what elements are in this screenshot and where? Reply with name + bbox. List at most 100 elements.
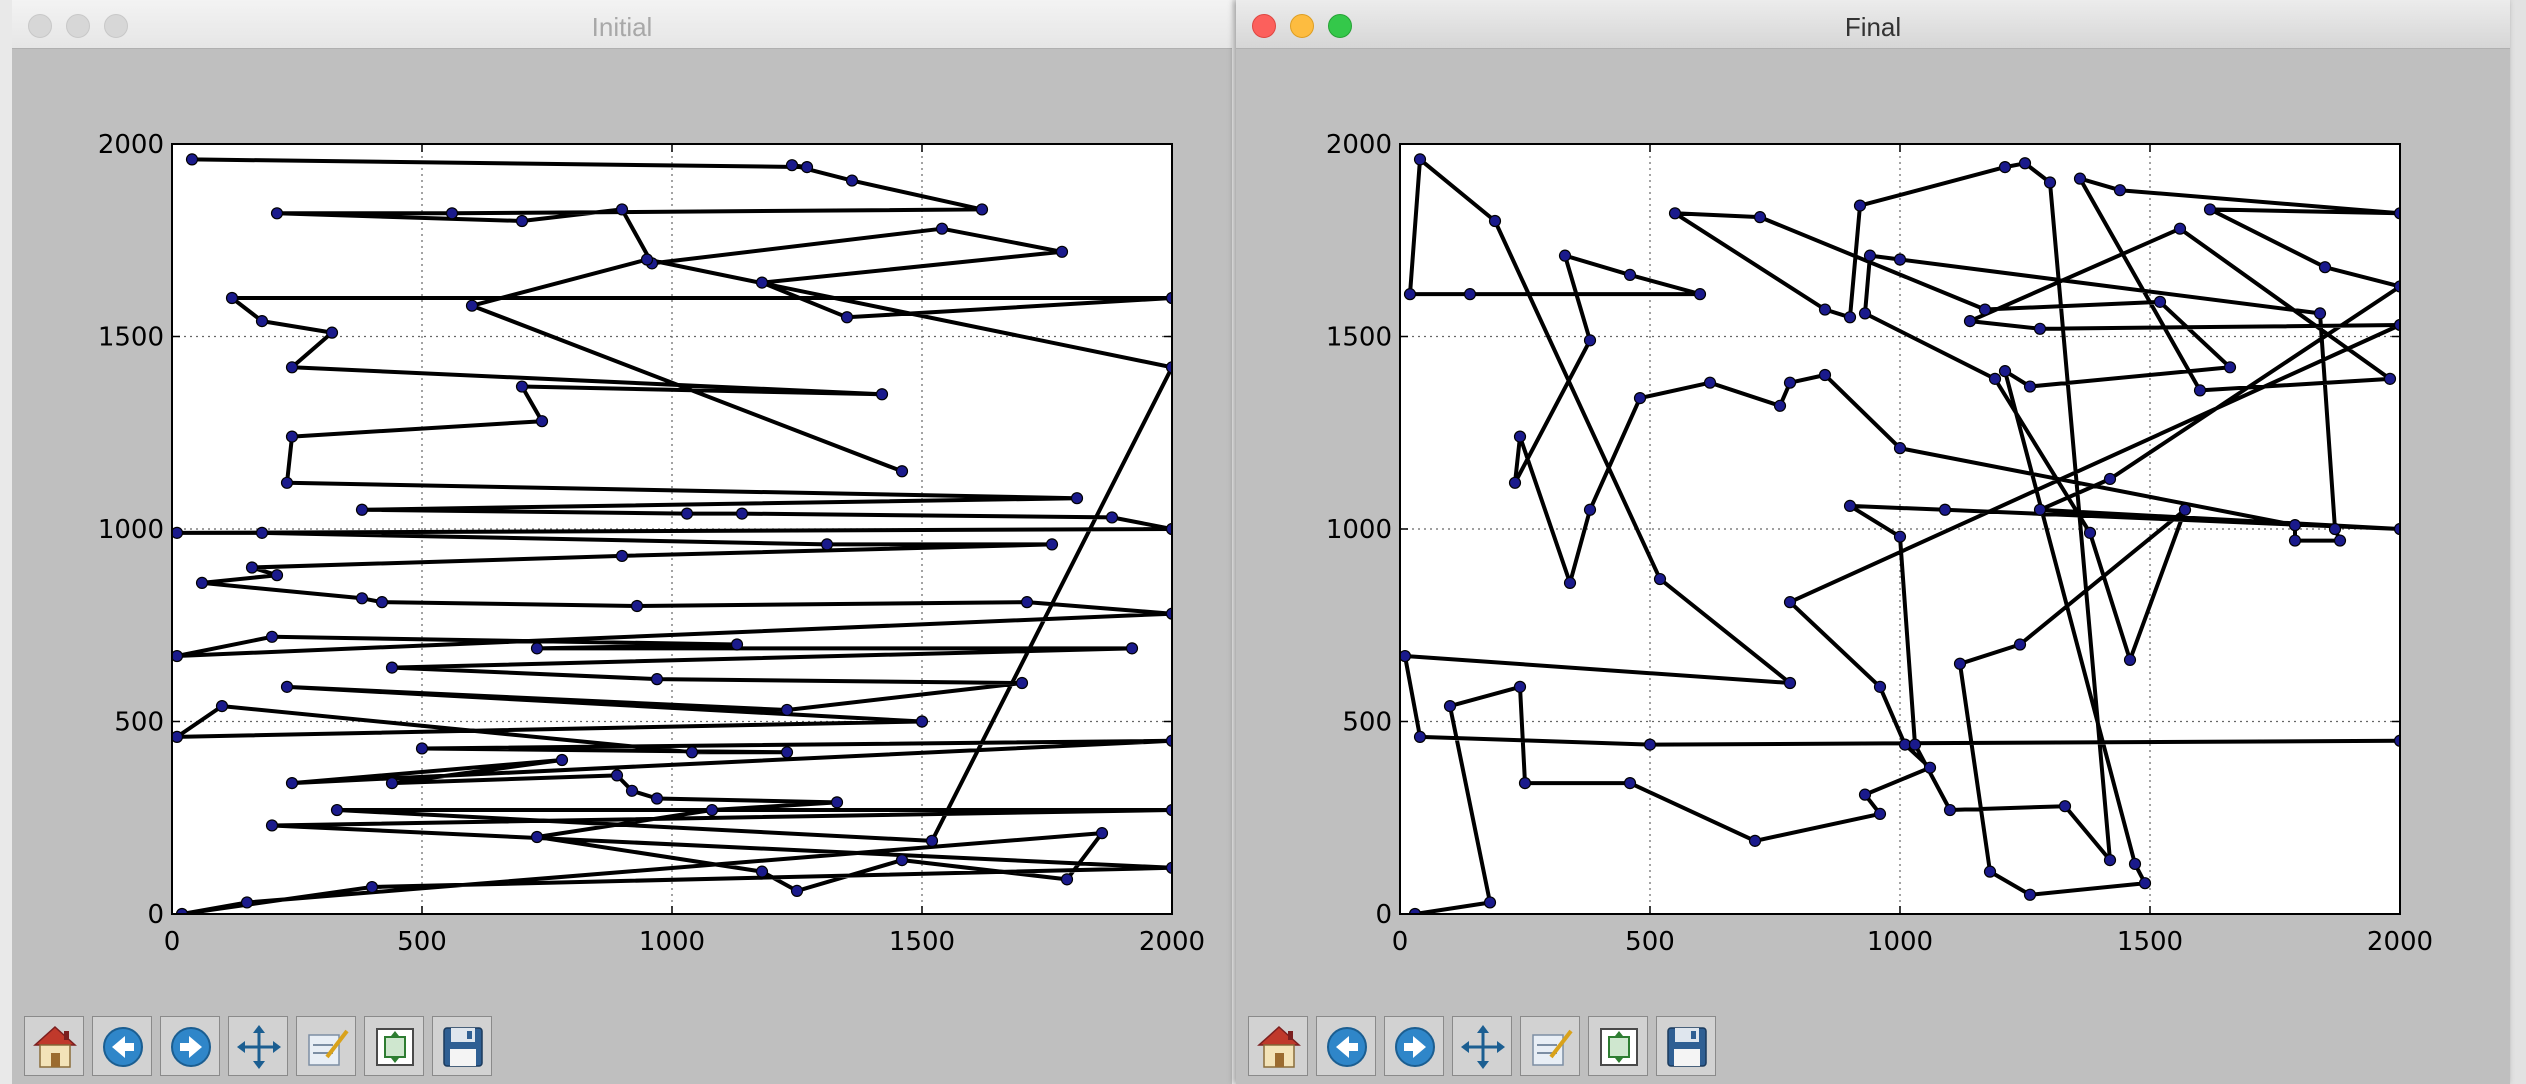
zoom-rect-icon <box>376 1028 414 1066</box>
city-point <box>1783 376 1797 389</box>
close-button[interactable] <box>28 14 52 38</box>
city-point <box>845 174 859 187</box>
city-point <box>2333 534 2347 547</box>
city-point <box>1773 399 1787 412</box>
x-tick-label: 0 <box>1392 927 1409 957</box>
city-point <box>975 203 989 216</box>
city-point <box>255 315 269 328</box>
city-point <box>640 253 654 266</box>
city-point <box>935 222 949 235</box>
x-tick-label: 500 <box>397 927 447 957</box>
navigation-toolbar <box>12 1008 1232 1084</box>
city-point <box>1403 288 1417 301</box>
city-point <box>1858 307 1872 320</box>
save-icon <box>443 1027 483 1067</box>
minimize-button[interactable] <box>66 14 90 38</box>
x-tick-label: 1500 <box>2117 927 2183 957</box>
city-point <box>365 880 379 894</box>
city-point <box>800 160 814 174</box>
city-point <box>1668 207 1682 220</box>
city-point <box>1843 499 1857 512</box>
city-point <box>2083 526 2097 539</box>
city-point <box>1400 649 1412 663</box>
city-point <box>615 203 629 216</box>
city-point <box>1165 291 1172 305</box>
city-point <box>1165 861 1172 874</box>
city-point <box>285 776 299 790</box>
pan-button[interactable] <box>228 1016 288 1076</box>
city-point <box>1923 761 1937 774</box>
city-point <box>1623 268 1637 281</box>
city-point <box>1748 834 1762 847</box>
city-point <box>685 746 699 759</box>
city-point <box>1783 596 1797 609</box>
city-point <box>285 361 299 374</box>
city-point <box>1020 596 1034 609</box>
city-point <box>1983 865 1997 878</box>
city-point <box>2013 638 2027 651</box>
city-point <box>280 476 294 489</box>
city-point <box>270 207 284 220</box>
configure-subplots-button[interactable] <box>296 1016 356 1076</box>
city-point <box>875 388 889 401</box>
city-point <box>1518 776 1532 790</box>
city-point <box>615 549 629 563</box>
final-window[interactable]: Final 0 500 1000 1500 2000 0 500 1000 1500 2000 <box>1236 0 2510 1084</box>
city-point <box>355 592 369 605</box>
configure-subplots-button[interactable] <box>1520 1016 1580 1076</box>
forward-button[interactable] <box>160 1016 220 1076</box>
city-point <box>1105 511 1119 524</box>
window-title: Initial <box>591 12 653 42</box>
pan-button[interactable] <box>1452 1016 1512 1076</box>
city-point <box>245 561 259 574</box>
zoom-button[interactable] <box>1328 14 1352 38</box>
city-point <box>1653 572 1667 586</box>
zoom-rect-button[interactable] <box>1588 1016 1648 1076</box>
city-point <box>225 291 239 305</box>
save-button[interactable] <box>1656 1016 1716 1076</box>
city-point <box>2033 322 2047 335</box>
zoom-button[interactable] <box>104 14 128 38</box>
minimize-button[interactable] <box>1290 14 1314 38</box>
titlebar[interactable]: Initial <box>12 0 1232 49</box>
city-point <box>1873 807 1887 821</box>
plot-canvas[interactable]: 0 500 1000 1500 2000 0 500 1000 1500 2000 <box>1236 48 2510 1008</box>
home-button[interactable] <box>1248 1016 1308 1076</box>
save-button[interactable] <box>432 1016 492 1076</box>
city-point <box>1998 365 2012 378</box>
city-point <box>385 661 399 674</box>
forward-icon <box>171 1027 211 1067</box>
city-point <box>705 803 719 817</box>
city-point <box>1513 680 1527 693</box>
city-point <box>895 465 909 478</box>
city-point <box>530 642 544 655</box>
city-point <box>610 769 624 782</box>
back-button[interactable] <box>92 1016 152 1076</box>
city-point <box>785 159 799 172</box>
city-point <box>1165 734 1172 747</box>
city-point <box>215 699 229 713</box>
city-point <box>1045 538 1059 551</box>
pan-icon <box>237 1025 281 1069</box>
forward-button[interactable] <box>1384 1016 1444 1076</box>
city-point <box>1483 896 1497 909</box>
city-point <box>172 649 184 663</box>
city-point <box>270 569 284 582</box>
home-button[interactable] <box>24 1016 84 1076</box>
back-button[interactable] <box>1316 1016 1376 1076</box>
city-point <box>2023 380 2037 393</box>
city-point <box>555 753 569 767</box>
zoom-rect-button[interactable] <box>364 1016 424 1076</box>
city-point <box>255 526 269 539</box>
city-point <box>1055 245 1069 258</box>
home-icon <box>1257 1025 1301 1068</box>
city-point <box>840 311 854 324</box>
titlebar[interactable]: Final <box>1236 0 2510 49</box>
plot-canvas[interactable]: 0 500 1000 1500 2000 0 500 1000 1500 2000 <box>12 48 1232 1008</box>
city-point <box>415 742 429 755</box>
city-point <box>1165 803 1172 817</box>
window-title: Final <box>1844 12 1902 42</box>
initial-window[interactable]: Initial 0 500 1000 1500 2000 0 500 1000 1500 2000 <box>12 0 1232 1084</box>
close-button[interactable] <box>1252 14 1276 38</box>
city-point <box>735 507 749 520</box>
